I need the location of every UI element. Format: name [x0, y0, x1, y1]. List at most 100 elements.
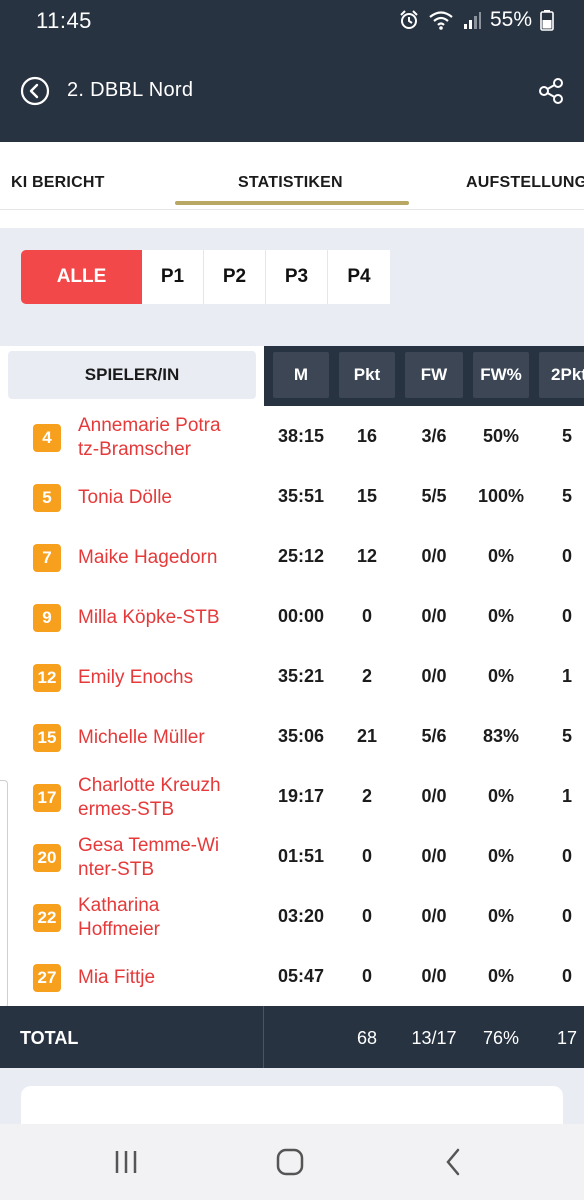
table-row[interactable]: 9 Milla Köpke-STB 00:00 0 0/0 0% 0 — [0, 586, 584, 646]
player-name[interactable]: Mia Fittje — [78, 966, 248, 990]
period-all-button[interactable]: ALLE — [21, 250, 142, 304]
table-row[interactable]: 5 Tonia Dölle 35:51 15 5/5 100% 5 — [0, 466, 584, 526]
total-label: TOTAL — [20, 1028, 79, 1048]
free-throw-percent-cell: 0% — [487, 666, 514, 686]
system-nav-bar — [0, 1124, 584, 1200]
free-throw-percent-cell: 100% — [477, 486, 525, 506]
table-row[interactable]: 15 Michelle Müller 35:06 21 5/6 83% 5 — [0, 706, 584, 766]
points-cell: 0 — [361, 906, 372, 926]
table-row[interactable]: 20 Gesa Temme-Wi nter-STB 01:51 0 0/0 0% 0 — [0, 826, 584, 886]
table-header-right: M Pkt FW FW% 2Pkt — [264, 346, 584, 406]
home-icon[interactable] — [270, 1144, 310, 1180]
nav-back-icon[interactable] — [434, 1144, 474, 1180]
total-row: TOTAL 68 13/17 76% 17 — [0, 1006, 584, 1068]
two-pointers-cell: 0 — [561, 846, 572, 866]
player-name[interactable]: Michelle Müller — [78, 726, 248, 750]
stats-table: SPIELER/IN M Pkt FW FW% 2Pkt 4 Annemarie … — [0, 346, 584, 1006]
two-pointers-cell: 0 — [561, 546, 572, 566]
status-bar: 11:45 55% — [0, 0, 584, 44]
total-divider — [263, 1006, 264, 1068]
free-throw-percent-cell: 50% — [482, 426, 520, 446]
column-header-pkt[interactable]: Pkt — [339, 352, 395, 398]
period-p3-button[interactable]: P3 — [266, 250, 328, 304]
battery-percent: 55% — [489, 8, 532, 31]
points-cell: 21 — [356, 726, 378, 746]
points-cell: 2 — [361, 666, 372, 686]
player-name-line-2: tz-Bramscher — [78, 439, 191, 460]
total-2pkt: 17 — [556, 1028, 578, 1048]
table-row[interactable]: 12 Emily Enochs 35:21 2 0/0 0% 1 — [0, 646, 584, 706]
side-panel-handle[interactable] — [0, 780, 8, 1008]
player-name[interactable]: Tonia Dölle — [78, 486, 248, 510]
player-name-line-1: Charlotte Kreuzh — [78, 775, 221, 796]
player-name-line-2: Hoffmeier — [78, 919, 161, 940]
points-cell: 2 — [361, 786, 372, 806]
free-throws-cell: 0/0 — [421, 546, 447, 566]
jersey-number-badge: 7 — [33, 544, 61, 572]
free-throws-cell: 0/0 — [421, 906, 447, 926]
jersey-number-badge: 22 — [33, 904, 61, 932]
minutes-cell: 38:15 — [277, 426, 325, 446]
bottom-area — [0, 1068, 584, 1146]
free-throws-cell: 0/0 — [421, 966, 447, 986]
player-name-line-1: Katharina — [78, 895, 160, 916]
free-throw-percent-cell: 0% — [487, 906, 514, 926]
total-fw: 13/17 — [411, 1028, 457, 1048]
column-header-fw[interactable]: FW — [405, 352, 463, 398]
table-row[interactable]: 4 Annemarie Potra tz-Bramscher 38:15 16 3/6 50… — [0, 406, 584, 466]
player-name[interactable]: Annemarie Potra tz-Bramscher — [78, 414, 248, 462]
page-title: 2. DBBL Nord — [67, 79, 194, 101]
player-name-line-2: ermes-STB — [78, 799, 175, 820]
player-name[interactable]: Maike Hagedorn — [78, 546, 248, 570]
player-name[interactable]: Milla Köpke-STB — [78, 606, 248, 630]
player-name[interactable]: Katharina Hoffmeier — [78, 894, 248, 942]
table-row[interactable]: 27 Mia Fittje 05:47 0 0/0 0% 0 — [0, 946, 584, 1006]
period-p2-button[interactable]: P2 — [204, 250, 266, 304]
player-name[interactable]: Emily Enochs — [78, 666, 248, 690]
column-header-2pkt[interactable]: 2Pkt — [539, 352, 584, 398]
jersey-number-badge: 27 — [33, 964, 61, 992]
column-header-fw-percent[interactable]: FW% — [473, 352, 529, 398]
player-name[interactable]: Charlotte Kreuzh ermes-STB — [78, 774, 248, 822]
minutes-cell: 35:21 — [277, 666, 325, 686]
signal-icon — [463, 12, 481, 29]
table-row[interactable]: 22 Katharina Hoffmeier 03:20 0 0/0 0% 0 — [0, 886, 584, 946]
tab-ki-bericht[interactable]: KI BERICHT — [11, 174, 105, 191]
tab-statistiken[interactable]: STATISTIKEN — [238, 174, 343, 191]
app-bar: 2. DBBL Nord — [0, 44, 584, 142]
points-cell: 15 — [356, 486, 378, 506]
free-throw-percent-cell: 0% — [487, 846, 514, 866]
two-pointers-cell: 1 — [561, 786, 572, 806]
tab-bar: KI BERICHT STATISTIKEN AUFSTELLUNG — [0, 142, 584, 210]
total-pkt: 68 — [356, 1028, 378, 1048]
minutes-cell: 35:51 — [277, 486, 325, 506]
table-header-left: SPIELER/IN — [0, 346, 264, 406]
free-throws-cell: 0/0 — [421, 846, 447, 866]
minutes-cell: 00:00 — [277, 606, 325, 626]
table-row[interactable]: 7 Maike Hagedorn 25:12 12 0/0 0% 0 — [0, 526, 584, 586]
period-p1-button[interactable]: P1 — [142, 250, 204, 304]
free-throws-cell: 3/6 — [421, 426, 447, 446]
status-time: 11:45 — [36, 8, 92, 33]
recent-apps-icon[interactable] — [106, 1144, 146, 1180]
column-header-m[interactable]: M — [273, 352, 329, 398]
tab-aufstellung[interactable]: AUFSTELLUNG — [466, 174, 584, 191]
free-throw-percent-cell: 0% — [487, 606, 514, 626]
two-pointers-cell: 0 — [561, 966, 572, 986]
jersey-number-badge: 5 — [33, 484, 61, 512]
player-column-header[interactable]: SPIELER/IN — [8, 351, 256, 399]
free-throws-cell: 5/5 — [421, 486, 447, 506]
back-arrow-icon[interactable] — [20, 76, 50, 106]
share-icon[interactable] — [536, 76, 566, 106]
player-name-line-2: nter-STB — [78, 859, 155, 880]
jersey-number-badge: 17 — [33, 784, 61, 812]
player-name[interactable]: Gesa Temme-Wi nter-STB — [78, 834, 248, 882]
two-pointers-cell: 1 — [561, 666, 572, 686]
minutes-cell: 25:12 — [277, 546, 325, 566]
two-pointers-cell: 5 — [561, 426, 572, 446]
points-cell: 0 — [361, 846, 372, 866]
table-row[interactable]: 17 Charlotte Kreuzh ermes-STB 19:17 2 0/0 0% 1 — [0, 766, 584, 826]
player-name-line-1: Tonia Dölle — [78, 487, 172, 508]
period-selector: ALLE P1 P2 P3 P4 — [21, 250, 390, 304]
period-p4-button[interactable]: P4 — [328, 250, 390, 304]
